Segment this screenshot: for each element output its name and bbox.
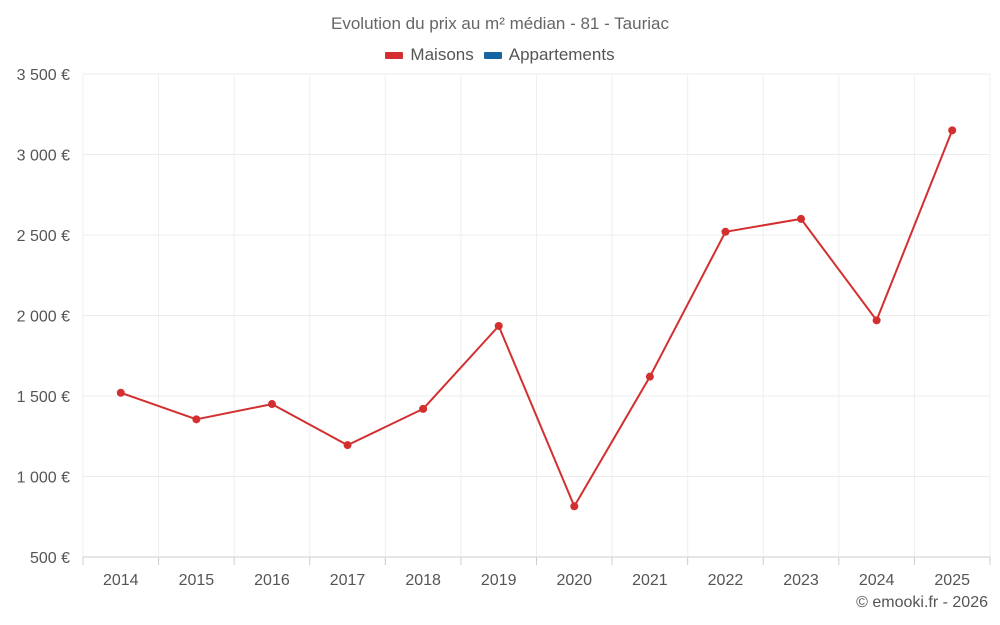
x-tick-label: 2020 [556,572,592,589]
x-tick-label: 2018 [405,572,441,589]
data-point[interactable] [721,227,730,236]
legend-swatch-maisons [385,51,404,59]
data-point[interactable] [343,441,352,450]
credit-text: © emooki.fr - 2026 [856,594,988,611]
data-point[interactable] [192,415,201,424]
x-tick-label: 2024 [859,572,895,589]
x-tick-label: 2016 [254,572,290,589]
x-tick-label: 2015 [179,572,215,589]
data-point[interactable] [267,400,276,409]
x-tick-label: 2017 [330,572,366,589]
x-tick-label: 2022 [708,572,744,589]
data-point[interactable] [116,388,125,397]
data-point[interactable] [645,372,654,381]
data-point[interactable] [797,214,806,223]
data-point[interactable] [570,502,579,511]
series-line-maisons [120,130,954,508]
data-point[interactable] [419,404,428,413]
y-tick-label: 2 500 € [17,228,70,245]
y-tick-label: 3 000 € [17,148,70,165]
legend: Maisons Appartements [0,45,1000,65]
x-tick-label: 2014 [103,572,139,589]
data-point[interactable] [948,126,957,135]
x-tick-label: 2023 [783,572,819,589]
legend-item-maisons[interactable]: Maisons [385,45,474,65]
data-point[interactable] [494,321,503,330]
y-tick-label: 1 500 € [17,389,70,406]
x-tick-label: 2025 [934,572,970,589]
chart-title: Evolution du prix au m² médian - 81 - Ta… [331,14,669,33]
y-tick-label: 2 000 € [17,309,70,326]
x-tick-label: 2019 [481,572,517,589]
y-tick-label: 500 € [30,550,70,567]
legend-item-appartements[interactable]: Appartements [483,45,615,65]
legend-swatch-appartements [483,51,502,59]
x-tick-label: 2021 [632,572,668,589]
legend-label-appartements: Appartements [508,45,615,64]
data-point[interactable] [872,316,881,325]
legend-label-maisons: Maisons [410,45,474,64]
y-tick-label: 3 500 € [17,67,70,84]
y-tick-label: 1 000 € [17,470,70,487]
